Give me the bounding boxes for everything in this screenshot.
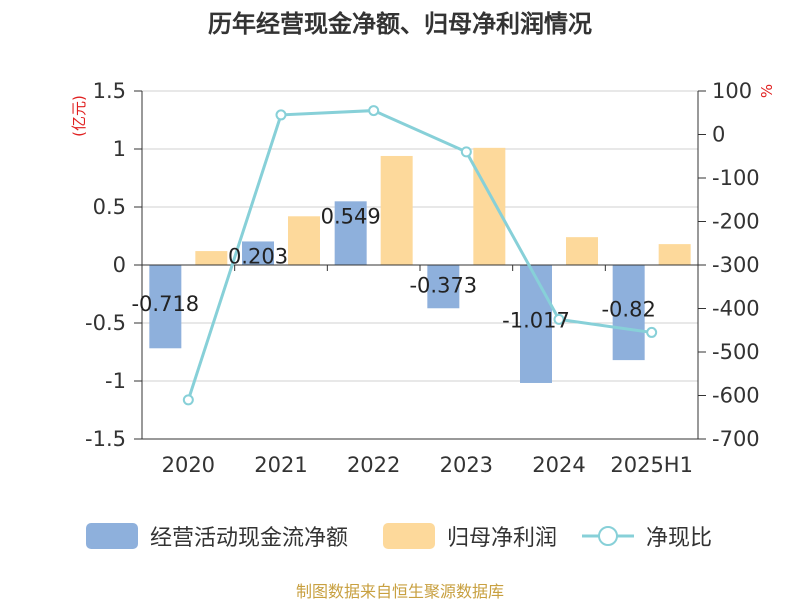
- legend-swatch-cash: [86, 523, 138, 549]
- legend-label-profit: 归母净利润: [447, 526, 558, 551]
- source-note: 制图数据来自恒生聚源数据库: [295, 582, 504, 601]
- right-tick-label: 100: [712, 79, 752, 103]
- bar-cash-flow: [612, 265, 645, 361]
- data-label-cash: -1.017: [502, 308, 570, 332]
- right-tick-label: -200: [712, 210, 760, 234]
- ratio-point: [460, 146, 472, 158]
- legend-item-profit[interactable]: 归母净利润: [383, 516, 557, 556]
- ratio-point: [553, 313, 565, 325]
- left-tick-label: -0.5: [85, 311, 126, 335]
- data-label-cash: -0.82: [601, 298, 655, 322]
- legend-item-cash[interactable]: 经营活动现金流净额: [86, 516, 348, 556]
- bar-net-profit: [566, 237, 598, 265]
- right-axis-unit: %: [758, 84, 776, 98]
- right-tick-label: -100: [712, 166, 760, 190]
- right-tick-label: -500: [712, 340, 760, 364]
- legend: 经营活动现金流净额 归母净利润 净现比: [0, 516, 800, 556]
- category-label: 2024: [532, 453, 585, 477]
- bar-net-profit: [658, 244, 691, 265]
- data-label-cash: 0.549: [321, 204, 381, 228]
- category-label: 2025H1: [610, 453, 693, 477]
- right-tick-label: 0: [712, 123, 725, 147]
- category-label: 2021: [254, 453, 307, 477]
- ratio-point: [368, 105, 380, 117]
- left-tick-label: 1: [113, 137, 126, 161]
- category-label: 2023: [440, 453, 493, 477]
- bar-net-profit: [380, 155, 413, 265]
- data-label-cash: -0.718: [131, 292, 199, 316]
- left-tick-label: 0.5: [93, 195, 126, 219]
- category-label: 2022: [347, 453, 400, 477]
- bar-cash-flow: [334, 201, 367, 265]
- data-label-cash: 0.203: [228, 244, 288, 268]
- right-tick-label: -400: [712, 297, 760, 321]
- right-tick-label: -300: [712, 253, 760, 277]
- bar-net-profit: [195, 251, 228, 265]
- data-labels: -0.718 0.203 0.549 -0.373 -1.017 -0.82: [131, 204, 655, 332]
- legend-label-cash: 经营活动现金流净额: [150, 526, 349, 551]
- bar-cash-flow: [242, 241, 274, 265]
- ratio-polyline: [186, 109, 652, 401]
- left-axis-unit: (亿元): [70, 95, 88, 137]
- bar-net-profit: [288, 216, 320, 265]
- left-tick-label: -1: [105, 369, 126, 393]
- ratio-point: [646, 326, 658, 338]
- left-tick-label: 1.5: [93, 79, 126, 103]
- right-tick-label: -600: [712, 384, 760, 408]
- legend-swatch-profit: [383, 523, 435, 549]
- chart-title: 历年经营现金净额、归母净利润情况: [208, 10, 592, 38]
- axes: 1.5 1 0.5 0 -0.5 -1 -1.5 100 0 -100 -200 -300 -400 -5…: [85, 79, 760, 477]
- data-label-cash: -0.373: [409, 273, 477, 297]
- legend-item-ratio[interactable]: 净现比: [582, 516, 712, 556]
- legend-swatch-ratio: [582, 526, 634, 546]
- ratio-point: [182, 394, 194, 406]
- bar-net-profit: [473, 147, 506, 265]
- bar-cash-flow: [149, 265, 182, 349]
- category-label: 2020: [162, 453, 215, 477]
- left-tick-label: 0: [113, 253, 126, 277]
- left-tick-label: -1.5: [85, 427, 126, 451]
- right-tick-label: -700: [712, 427, 760, 451]
- ratio-line: [182, 105, 658, 406]
- bars: [149, 147, 691, 383]
- bar-cash-flow: [427, 265, 460, 309]
- legend-label-ratio: 净现比: [646, 526, 713, 551]
- bar-cash-flow: [520, 265, 552, 383]
- ratio-point: [275, 109, 287, 121]
